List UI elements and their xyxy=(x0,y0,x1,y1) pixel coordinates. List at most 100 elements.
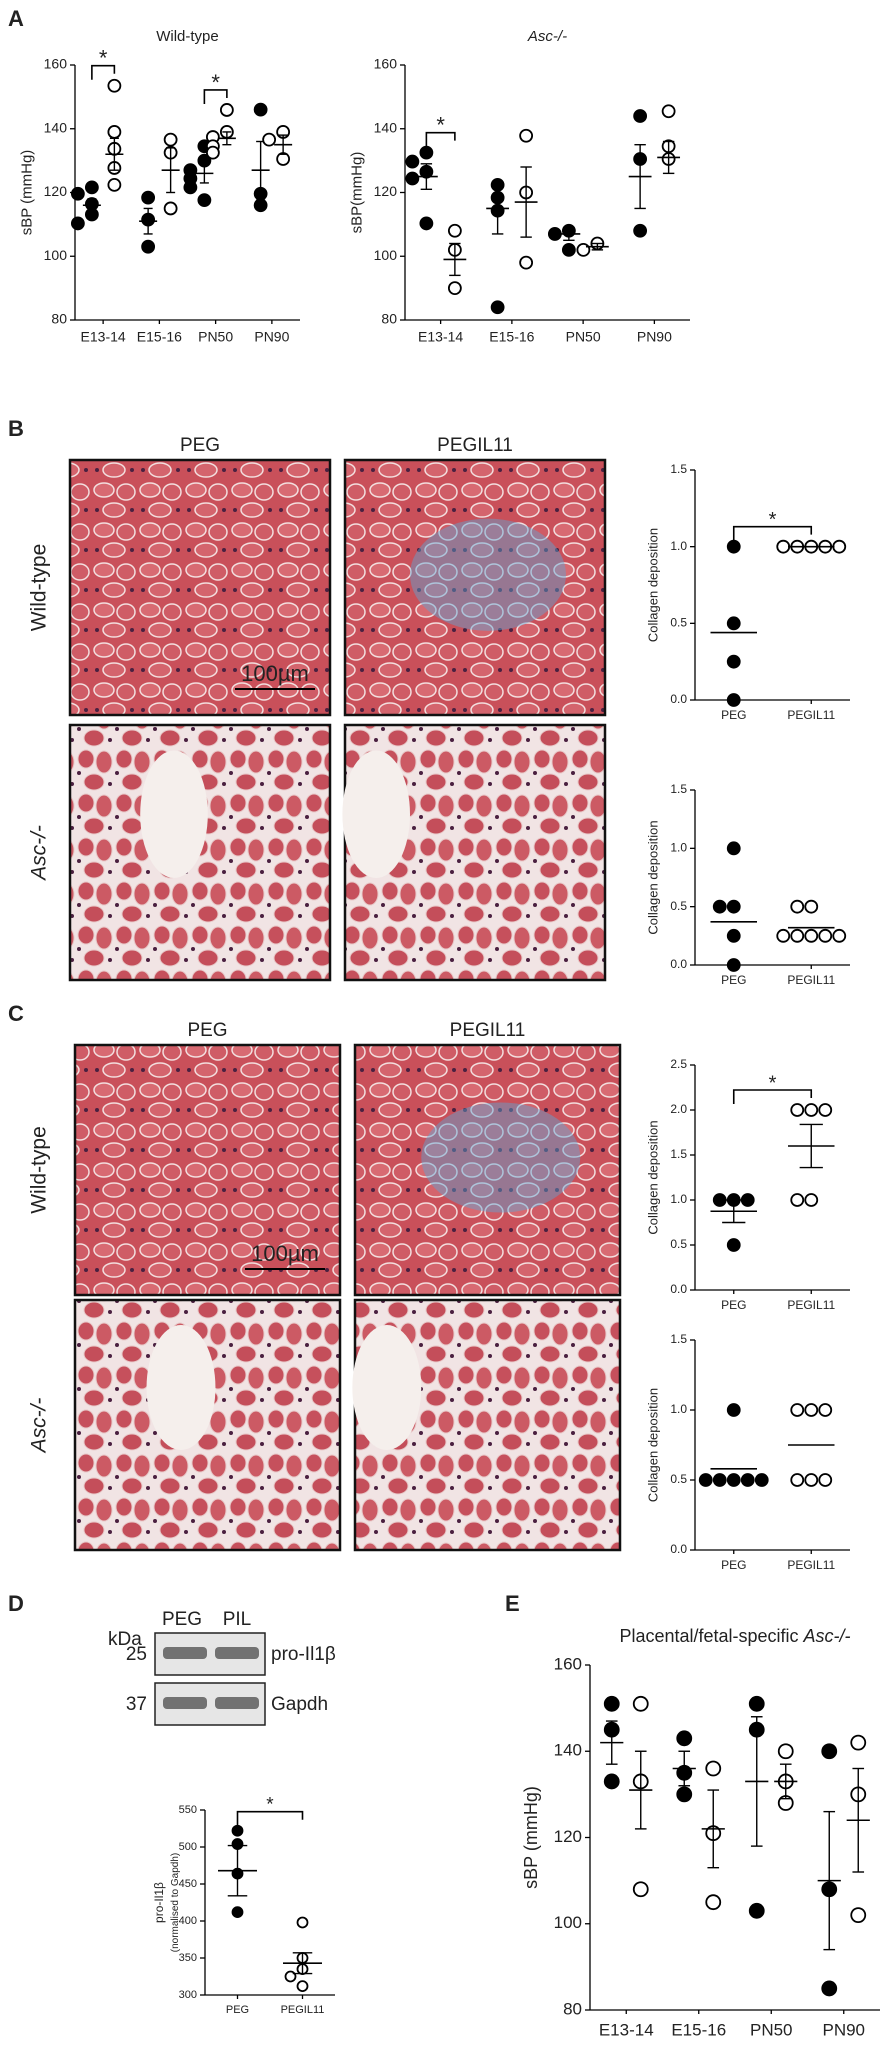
y-tick-label: 0.5 xyxy=(670,616,687,630)
lane-label: PEG xyxy=(162,1609,202,1630)
data-point xyxy=(726,899,741,914)
x-tick-label: E15-16 xyxy=(137,329,182,345)
histology-image xyxy=(343,458,607,717)
vessel-lumen xyxy=(352,1325,422,1450)
title-text: Asc-/- xyxy=(527,28,567,45)
scale-bar-label: 100µm xyxy=(241,661,309,686)
data-point xyxy=(804,1103,819,1117)
y-tick-label: 160 xyxy=(44,56,68,72)
y-tick-label: 1.0 xyxy=(670,1402,687,1416)
data-point xyxy=(205,145,220,160)
panel-label: B xyxy=(8,416,24,441)
data-point xyxy=(419,145,434,160)
y-tick-label: 1.5 xyxy=(670,462,687,476)
data-point xyxy=(818,1473,833,1487)
column-header: PEG xyxy=(187,1020,227,1041)
data-point xyxy=(804,899,819,914)
data-point xyxy=(405,171,420,186)
blot-unit: kDa xyxy=(108,1629,142,1650)
y-tick-label: 80 xyxy=(381,311,397,327)
collagen-stain xyxy=(421,1102,581,1213)
y-tick-label: 0.5 xyxy=(670,1472,687,1486)
data-point xyxy=(676,1786,693,1803)
data-point xyxy=(850,1734,867,1751)
y-tick-label: 80 xyxy=(51,311,67,327)
band-name: Gapdh xyxy=(271,1694,328,1715)
data-point xyxy=(561,242,576,257)
data-point xyxy=(832,539,847,554)
y-tick-label: 120 xyxy=(554,1827,582,1846)
vessel-lumen xyxy=(146,1325,216,1450)
x-tick-label: E13-14 xyxy=(81,329,126,345)
y-tick-label: 80 xyxy=(563,1999,582,2018)
data-point xyxy=(790,1403,805,1417)
significance-label: * xyxy=(211,70,220,95)
y-axis-label: Collagen deposition xyxy=(646,528,661,642)
y-tick-label: 140 xyxy=(554,1741,582,1760)
x-tick-label: PEG xyxy=(721,708,746,722)
chart-title: Asc-/- xyxy=(527,28,567,45)
x-tick-label: PN90 xyxy=(254,329,289,345)
data-point xyxy=(726,1238,741,1252)
data-point xyxy=(776,928,791,943)
y-tick-label: 300 xyxy=(179,1989,197,2001)
x-tick-label: PN50 xyxy=(198,329,233,345)
data-point xyxy=(253,102,268,117)
y-axis-label: Collagen deposition xyxy=(646,1388,661,1502)
data-point xyxy=(754,1473,769,1487)
data-point xyxy=(821,1980,838,1997)
data-point xyxy=(632,1695,649,1712)
data-point xyxy=(790,899,805,914)
data-point xyxy=(490,300,505,315)
row-label: Asc-/- xyxy=(28,1398,51,1455)
y-tick-label: 0.0 xyxy=(670,1282,687,1296)
data-point xyxy=(296,1980,309,1993)
x-tick-label: PN50 xyxy=(750,2020,793,2039)
data-point xyxy=(84,180,99,195)
data-point xyxy=(519,255,534,270)
data-point xyxy=(777,1743,794,1760)
y-tick-label: 100 xyxy=(554,1913,582,1932)
chart-title: Wild-type xyxy=(156,28,219,45)
title-gene: Asc-/- xyxy=(803,1626,851,1646)
data-point xyxy=(231,1906,244,1919)
y-tick-label: 0.5 xyxy=(670,899,687,913)
x-tick-label: PEGIL11 xyxy=(281,2004,325,2016)
x-tick-label: PN50 xyxy=(566,329,601,345)
data-point xyxy=(712,899,727,914)
title-text: Wild-type xyxy=(156,28,219,45)
vessel-lumen xyxy=(140,750,208,878)
data-point xyxy=(818,928,833,943)
data-point xyxy=(726,693,741,707)
blot-band xyxy=(215,1697,259,1709)
column-header: PEG xyxy=(180,435,220,456)
column-header: PEGIL11 xyxy=(437,435,513,456)
data-point xyxy=(698,1473,713,1487)
data-point xyxy=(740,1473,755,1487)
data-point xyxy=(804,928,819,943)
blot-band xyxy=(163,1697,207,1709)
y-tick-label: 1.0 xyxy=(670,1192,687,1206)
significance-bracket xyxy=(732,1089,813,1104)
data-point xyxy=(197,193,212,208)
y-tick-label: 400 xyxy=(179,1915,197,1927)
y-tick-label: 160 xyxy=(554,1654,582,1673)
data-point xyxy=(231,1824,244,1837)
panel-label: A xyxy=(8,6,24,31)
data-point xyxy=(107,125,122,139)
data-point xyxy=(183,180,198,195)
data-point xyxy=(748,1902,765,1919)
data-point xyxy=(804,1193,819,1207)
data-point xyxy=(447,281,462,296)
x-tick-label: E15-16 xyxy=(489,329,534,345)
significance-bracket xyxy=(732,525,813,541)
y-tick-label: 140 xyxy=(44,119,68,135)
data-point xyxy=(790,1473,805,1487)
data-point xyxy=(519,128,534,143)
data-point xyxy=(70,186,85,201)
blot-band xyxy=(163,1647,207,1659)
data-point xyxy=(790,1103,805,1117)
y-tick-label: 1.5 xyxy=(670,1147,687,1161)
data-point xyxy=(804,1403,819,1417)
y-tick-label: 500 xyxy=(179,1841,197,1853)
